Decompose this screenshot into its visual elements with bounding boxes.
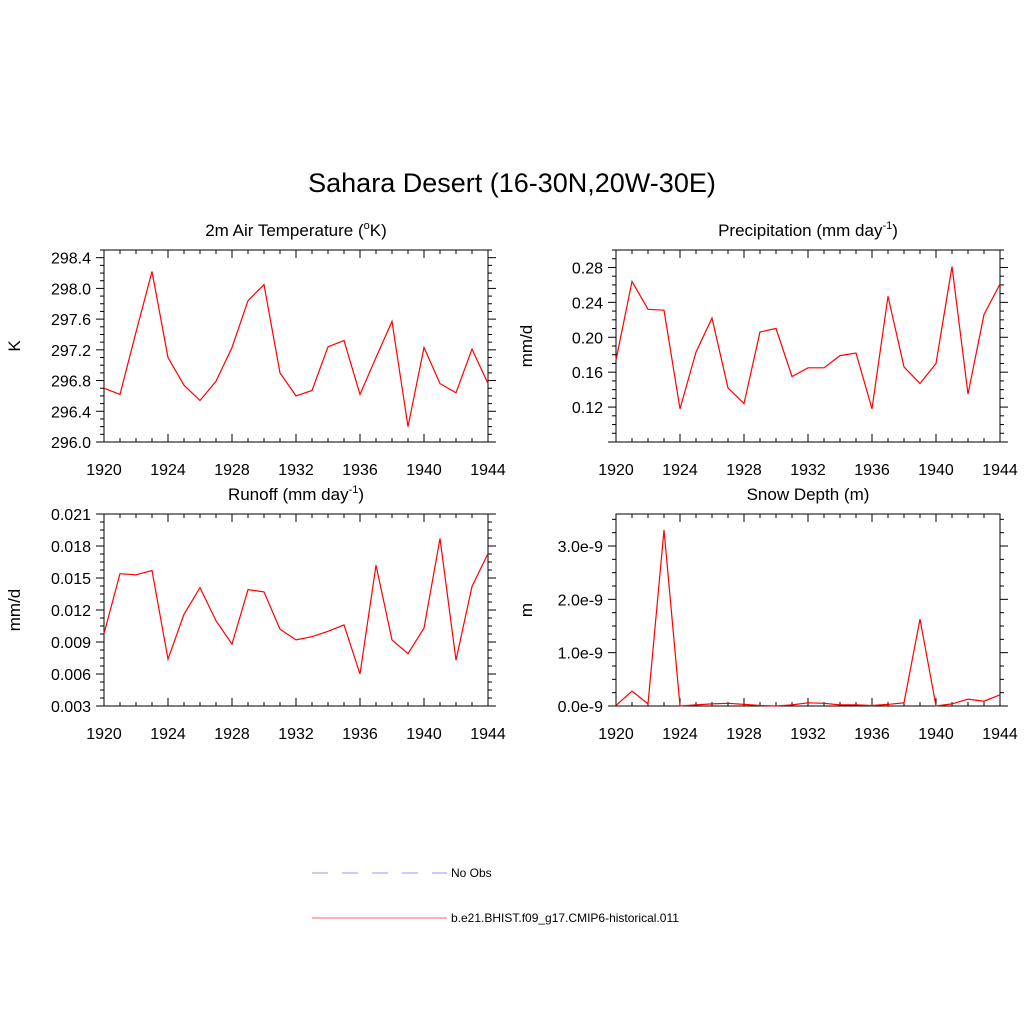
- panel-title-superscript: -1: [882, 220, 892, 232]
- x-tick-label: 1944: [470, 726, 506, 743]
- x-tick-label: 1924: [662, 462, 698, 479]
- y-tick-label: 297.6: [51, 312, 91, 329]
- x-tick-label: 1936: [342, 462, 378, 479]
- x-tick-label: 1940: [918, 462, 954, 479]
- y-tick-label: 0.006: [51, 667, 91, 684]
- panel-title-text: 2m Air Temperature (: [205, 221, 364, 240]
- y-tick-label: 0.16: [572, 365, 603, 382]
- x-tick-label: 1924: [150, 726, 186, 743]
- y-tick-label: 296.0: [51, 435, 91, 452]
- x-tick-label: 1936: [342, 726, 378, 743]
- y-tick-label: 297.2: [51, 343, 91, 360]
- x-tick-label: 1920: [86, 726, 122, 743]
- y-axis-label: mm/d: [517, 325, 536, 368]
- x-tick-label: 1932: [790, 462, 826, 479]
- x-tick-label: 1940: [406, 462, 442, 479]
- x-tick-label: 1944: [982, 726, 1018, 743]
- panel-title-text: Snow Depth (m): [747, 485, 870, 504]
- legend-label-1: No Obs: [451, 866, 492, 880]
- series-line: [103, 271, 489, 427]
- y-tick-label: 0.018: [51, 539, 91, 556]
- series-line: [615, 529, 1001, 707]
- y-tick-label: 0.015: [51, 571, 91, 588]
- y-axis-label: K: [5, 340, 24, 352]
- y-tick-label: 0.12: [572, 400, 603, 417]
- legend-label-2: b.e21.BHIST.f09_g17.CMIP6-historical.011: [451, 911, 679, 925]
- figure-title: Sahara Desert (16-30N,20W-30E): [308, 168, 716, 198]
- y-tick-label: 2.0e-9: [558, 592, 603, 609]
- panel-1: 1920 1924 1928 1932 1936 1940 1944 296.0 296.4 29…: [5, 220, 506, 479]
- panel-title-tail: ): [358, 485, 364, 504]
- y-tick-label: 0.0e-9: [558, 699, 603, 716]
- plot-frame: [103, 513, 489, 707]
- panel-4: 1920 1924 1928 1932 1936 1940 1944 0.0e-9 1.0e-9…: [517, 485, 1018, 743]
- x-tick-label: 1928: [726, 726, 762, 743]
- panel-title-tail: ): [892, 221, 898, 240]
- y-tick-label: 0.28: [572, 260, 603, 277]
- x-tick-label: 1924: [150, 462, 186, 479]
- x-tick-label: 1932: [278, 462, 314, 479]
- x-tick-label: 1928: [214, 462, 250, 479]
- x-tick-label: 1924: [662, 726, 698, 743]
- plot-frame: [615, 249, 1001, 443]
- x-tick-label: 1932: [790, 726, 826, 743]
- x-tick-label: 1920: [598, 462, 634, 479]
- y-axis-label: m: [517, 603, 536, 617]
- x-tick-label: 1936: [854, 462, 890, 479]
- x-tick-label: 1928: [214, 726, 250, 743]
- y-tick-label: 298.4: [51, 251, 91, 268]
- x-tick-label: 1936: [854, 726, 890, 743]
- x-tick-label: 1932: [278, 726, 314, 743]
- y-tick-label: 0.021: [51, 507, 91, 524]
- legend: No Obs b.e21.BHIST.f09_g17.CMIP6-historic…: [312, 866, 679, 925]
- panel-3: 1920 1924 1928 1932 1936 1940 1944 0.003 0.006 0.…: [5, 484, 506, 743]
- panel-title-text: Precipitation (mm day: [718, 221, 883, 240]
- y-tick-label: 3.0e-9: [558, 539, 603, 556]
- y-tick-label: 0.003: [51, 699, 91, 716]
- y-axis-label: mm/d: [5, 589, 24, 632]
- panel-title-text: Runoff (mm day: [228, 485, 349, 504]
- x-tick-label: 1940: [918, 726, 954, 743]
- y-tick-label: 0.24: [572, 295, 603, 312]
- panel-2: 1920 1924 1928 1932 1936 1940 1944 0.12 0.16 0.20…: [517, 220, 1018, 479]
- x-tick-label: 1920: [598, 726, 634, 743]
- panel-title: 2m Air Temperature (oK): [205, 220, 387, 240]
- panel-title-tail: K): [370, 221, 387, 240]
- y-tick-label: 0.012: [51, 603, 91, 620]
- x-tick-label: 1920: [86, 462, 122, 479]
- y-tick-label: 296.8: [51, 374, 91, 391]
- y-tick-label: 0.20: [572, 330, 603, 347]
- plot-frame: [103, 249, 489, 443]
- panel-title: Snow Depth (m): [747, 485, 870, 504]
- panel-title: Runoff (mm day-1): [228, 484, 364, 504]
- panel-title: Precipitation (mm day-1): [718, 220, 898, 240]
- series-line: [615, 266, 1001, 409]
- x-tick-label: 1928: [726, 462, 762, 479]
- y-tick-label: 0.009: [51, 635, 91, 652]
- panel-title-superscript: o: [364, 220, 370, 232]
- y-tick-label: 1.0e-9: [558, 646, 603, 663]
- x-tick-label: 1944: [470, 462, 506, 479]
- x-tick-label: 1944: [982, 462, 1018, 479]
- y-tick-label: 296.4: [51, 404, 91, 421]
- plot-frame: [615, 513, 1001, 707]
- panel-title-superscript: -1: [349, 484, 359, 496]
- y-tick-label: 298.0: [51, 281, 91, 298]
- series-line: [103, 538, 489, 675]
- x-tick-label: 1940: [406, 726, 442, 743]
